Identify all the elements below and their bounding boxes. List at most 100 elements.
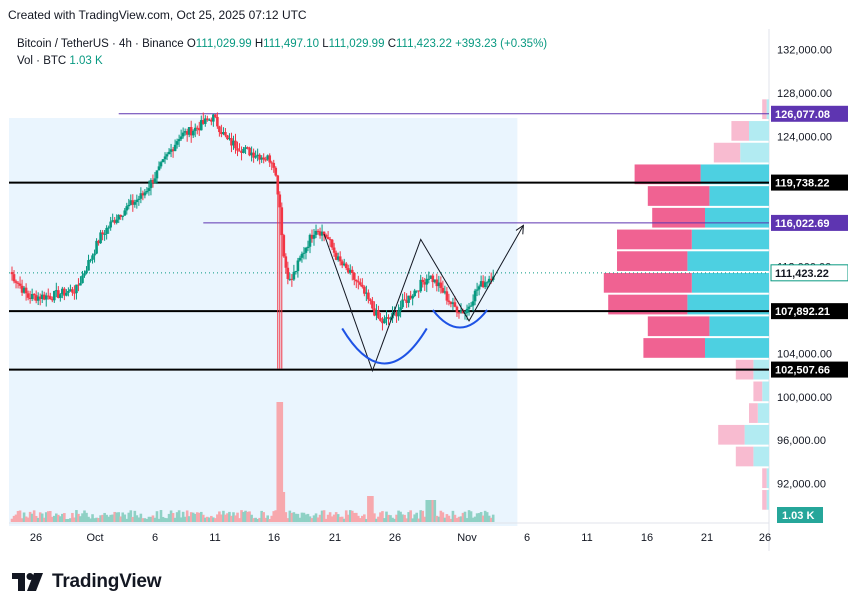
- footer-brand[interactable]: TradingView: [12, 571, 162, 593]
- volume-bar: [256, 518, 259, 522]
- time-axis-label: 16: [641, 532, 653, 544]
- time-axis-label: 21: [701, 532, 713, 544]
- volume-bar: [453, 514, 457, 522]
- legend-symbol[interactable]: Bitcoin / TetherUS · 4h · Binance: [17, 38, 184, 50]
- candle-body: [455, 306, 459, 313]
- volume-bar: [55, 513, 58, 522]
- volume-bar: [260, 510, 263, 522]
- volume-bar: [52, 515, 56, 522]
- candle-body: [282, 235, 286, 257]
- candle-body: [405, 300, 408, 303]
- candle-body: [294, 271, 298, 273]
- candle-body: [286, 267, 290, 279]
- w-pattern-arrowhead: [515, 224, 524, 235]
- candle-body: [296, 260, 300, 272]
- candle-body: [262, 157, 265, 160]
- volume-bar: [97, 517, 100, 522]
- volume-bar: [199, 511, 203, 522]
- volume-bar: [71, 512, 74, 522]
- volume-bar: [236, 512, 239, 522]
- candle-body: [427, 278, 431, 280]
- volume-bar: [471, 517, 475, 522]
- volume-profile-buy-bar: [603, 272, 692, 293]
- candle-body: [125, 206, 129, 211]
- chart-frame[interactable]: 132,000.00128,000.00124,000.00112,000.00…: [9, 29, 848, 551]
- candle-body: [367, 292, 370, 300]
- volume-bar: [489, 517, 493, 522]
- candle-body: [50, 299, 54, 301]
- volume-bar: [429, 500, 433, 522]
- candle-body: [302, 252, 306, 254]
- volume-profile-sell-bar: [709, 186, 769, 206]
- candle-body: [52, 291, 56, 301]
- candle-body: [475, 289, 479, 291]
- created-with-header: Created with TradingView.com, Oct 25, 20…: [8, 8, 307, 22]
- volume-bar: [50, 516, 54, 522]
- volume-bar: [431, 500, 435, 522]
- candle-body: [79, 283, 82, 286]
- candle-body: [314, 230, 318, 235]
- volume-bar: [320, 510, 324, 522]
- volume-bar: [95, 517, 98, 522]
- volume-bar: [405, 518, 408, 522]
- candle-body: [415, 290, 418, 292]
- candle-body: [252, 152, 255, 158]
- candle-body: [240, 151, 243, 153]
- volume-bar: [40, 513, 44, 522]
- volume-profile-sell-bar: [691, 272, 769, 293]
- chart-canvas[interactable]: 132,000.00128,000.00124,000.00112,000.00…: [9, 29, 848, 551]
- volume-bar: [401, 514, 404, 522]
- candle-body: [18, 283, 22, 286]
- candle-body: [147, 188, 151, 191]
- volume-bar: [445, 514, 449, 522]
- volume-bar: [425, 500, 429, 522]
- candle-body: [421, 279, 425, 283]
- candle-body: [248, 147, 251, 156]
- volume-bar: [149, 516, 153, 522]
- volume-bar: [28, 511, 32, 522]
- candle-body: [266, 155, 270, 160]
- volume-bar: [252, 518, 255, 522]
- volume-bar: [308, 516, 312, 522]
- level-tag-neckline-bg: [771, 214, 848, 231]
- volume-bar: [206, 516, 209, 522]
- candle-body: [423, 282, 427, 285]
- candle-body: [246, 147, 249, 149]
- candle-body: [300, 253, 304, 258]
- candle-body: [93, 253, 96, 256]
- cup-arc-2: [432, 309, 488, 329]
- volume-bar: [302, 512, 306, 522]
- candle-body: [272, 162, 276, 168]
- candle-body: [359, 282, 362, 285]
- candle-body: [336, 256, 340, 260]
- volume-bar: [103, 512, 106, 522]
- candle-body: [167, 151, 171, 155]
- candle-body: [318, 231, 322, 236]
- volume-bar: [117, 512, 121, 522]
- volume-profile-sell-bar: [705, 207, 769, 228]
- candle-body: [350, 269, 354, 273]
- volume-bar: [59, 516, 62, 522]
- volume-bar: [115, 512, 119, 522]
- volume-bar: [77, 513, 80, 522]
- volume-bar: [300, 512, 304, 522]
- candle-body: [67, 291, 70, 293]
- cup-arc-1: [341, 327, 428, 365]
- candle-body: [131, 200, 135, 205]
- legend-volume-label[interactable]: Vol · BTC: [17, 55, 67, 67]
- candle-body: [42, 294, 46, 300]
- candle-body: [268, 155, 272, 163]
- candle-body: [63, 288, 66, 296]
- candle-body: [443, 291, 447, 293]
- volume-bar: [238, 518, 241, 522]
- candle-body: [228, 138, 231, 140]
- chart-legend: Bitcoin / TetherUS · 4h · Binance O111,0…: [17, 36, 547, 70]
- volume-bar: [435, 515, 439, 522]
- time-axis-label: 11: [209, 532, 220, 544]
- candle-body: [260, 157, 263, 160]
- volume-bar: [91, 514, 94, 522]
- candle-body: [393, 312, 396, 314]
- volume-bar: [191, 512, 195, 522]
- candle-body: [407, 295, 410, 303]
- candle-body: [397, 310, 400, 317]
